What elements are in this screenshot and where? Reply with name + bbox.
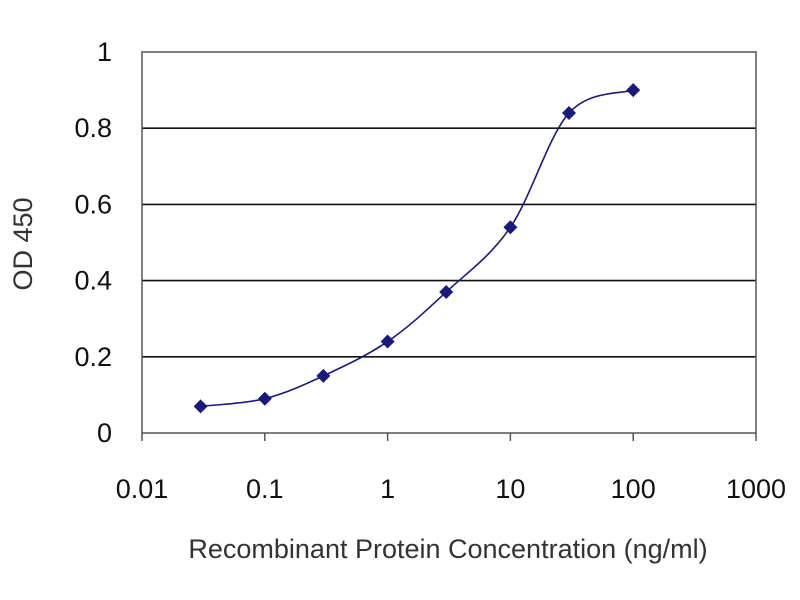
y-tick-label: 0.2 [74, 342, 112, 372]
series-line [200, 89, 634, 408]
data-point [380, 334, 395, 349]
x-axis-title: Recombinant Protein Concentration (ng/ml… [188, 534, 707, 564]
x-axis-ticks [141, 433, 757, 441]
data-point [561, 105, 576, 120]
y-tick-label: 0.8 [74, 113, 112, 143]
y-tick-label: 1 [97, 37, 112, 67]
x-axis: 0.01 0.1 1 10 100 1000 [116, 474, 786, 504]
y-axis: 0 0.2 0.4 0.6 0.8 1 [74, 37, 112, 448]
y-tick-label: 0.6 [74, 189, 112, 219]
x-tick-label: 1000 [726, 474, 786, 504]
series-layer [193, 83, 641, 414]
x-tick-label: 10 [495, 474, 525, 504]
x-tick-label: 0.01 [116, 474, 169, 504]
y-tick-label: 0.4 [74, 266, 112, 296]
x-tick-label: 1 [380, 474, 395, 504]
data-point [316, 368, 331, 383]
data-point [257, 391, 272, 406]
data-point [439, 285, 454, 300]
data-point [626, 83, 641, 98]
y-axis-title: OD 450 [8, 197, 38, 290]
y-tick-label: 0 [97, 418, 112, 448]
plot-area [141, 51, 757, 434]
data-point [503, 220, 518, 235]
x-tick-label: 0.1 [246, 474, 284, 504]
data-point [193, 399, 208, 414]
x-tick-label: 100 [611, 474, 656, 504]
gridlines [142, 127, 756, 358]
